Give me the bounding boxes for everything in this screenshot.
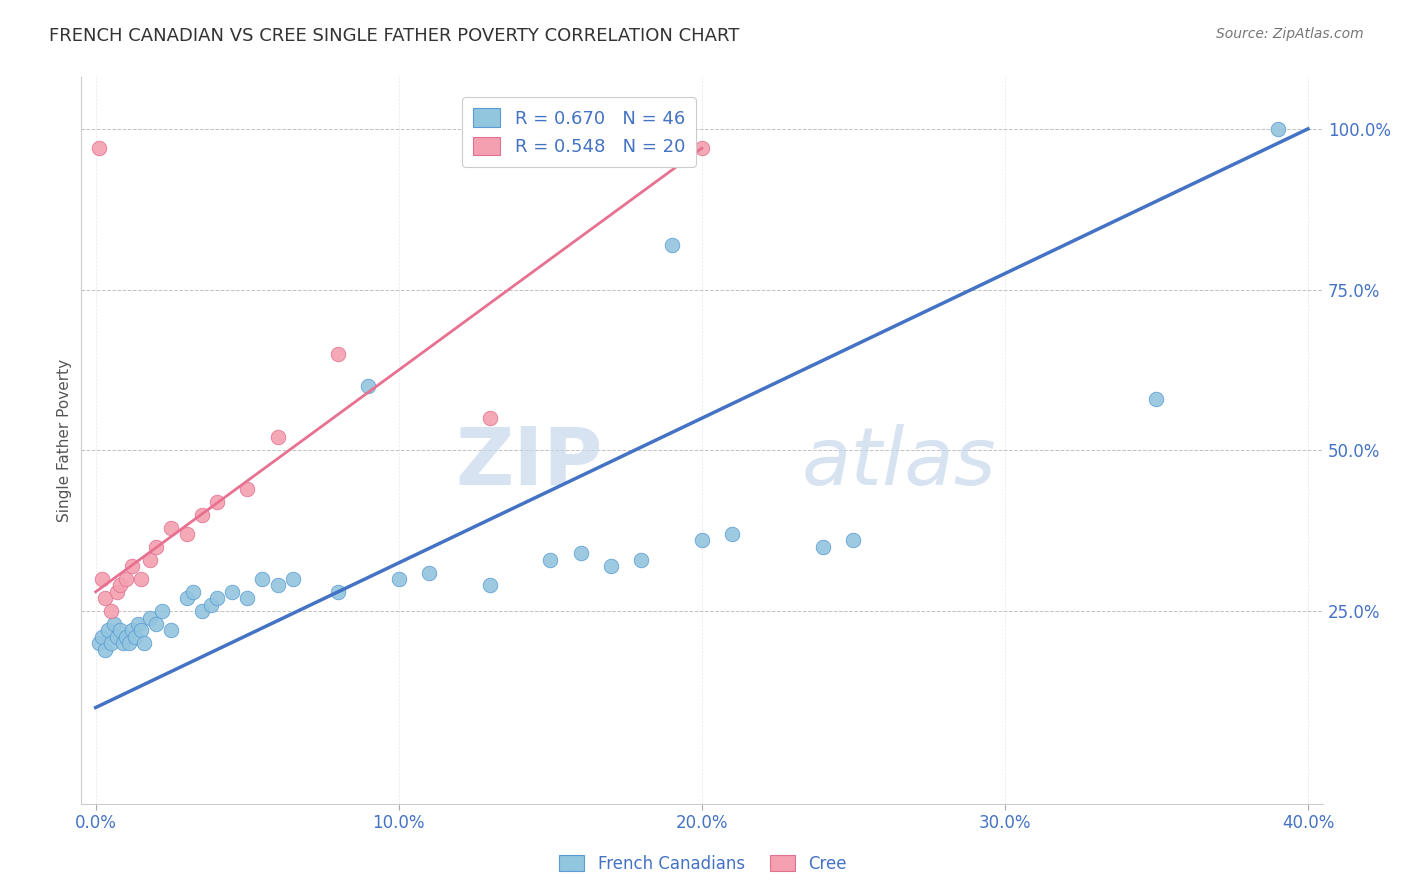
Legend: R = 0.670   N = 46, R = 0.548   N = 20: R = 0.670 N = 46, R = 0.548 N = 20 bbox=[463, 97, 696, 167]
Legend: French Canadians, Cree: French Canadians, Cree bbox=[553, 848, 853, 880]
Point bbox=[115, 630, 138, 644]
Point bbox=[721, 527, 744, 541]
Point bbox=[100, 636, 122, 650]
Point bbox=[266, 430, 288, 444]
Point bbox=[200, 598, 222, 612]
Point bbox=[87, 141, 110, 155]
Point bbox=[176, 527, 198, 541]
Point bbox=[478, 411, 501, 425]
Point bbox=[357, 379, 380, 393]
Point bbox=[266, 578, 288, 592]
Point bbox=[842, 533, 865, 548]
Point bbox=[118, 636, 141, 650]
Point bbox=[90, 572, 112, 586]
Point bbox=[129, 624, 152, 638]
Point bbox=[111, 636, 134, 650]
Point bbox=[690, 533, 713, 548]
Point bbox=[94, 642, 117, 657]
Point bbox=[811, 540, 834, 554]
Point bbox=[205, 591, 228, 606]
Point bbox=[190, 508, 212, 522]
Point bbox=[630, 552, 652, 566]
Point bbox=[108, 578, 131, 592]
Point bbox=[478, 578, 501, 592]
Point bbox=[569, 546, 592, 560]
Point bbox=[190, 604, 212, 618]
Point bbox=[418, 566, 440, 580]
Point bbox=[388, 572, 411, 586]
Point bbox=[115, 572, 138, 586]
Point bbox=[103, 617, 125, 632]
Text: Source: ZipAtlas.com: Source: ZipAtlas.com bbox=[1216, 27, 1364, 41]
Point bbox=[690, 141, 713, 155]
Point bbox=[176, 591, 198, 606]
Point bbox=[326, 584, 349, 599]
Point bbox=[661, 237, 683, 252]
Point bbox=[1267, 121, 1289, 136]
Point bbox=[205, 495, 228, 509]
Point bbox=[599, 559, 621, 574]
Y-axis label: Single Father Poverty: Single Father Poverty bbox=[58, 359, 72, 523]
Point bbox=[94, 591, 117, 606]
Text: ZIP: ZIP bbox=[456, 424, 602, 501]
Point bbox=[134, 636, 156, 650]
Point bbox=[252, 572, 274, 586]
Point bbox=[160, 624, 183, 638]
Point bbox=[221, 584, 243, 599]
Point bbox=[145, 617, 167, 632]
Point bbox=[121, 624, 143, 638]
Point bbox=[97, 624, 120, 638]
Point bbox=[121, 559, 143, 574]
Point bbox=[139, 610, 162, 624]
Point bbox=[145, 540, 167, 554]
Text: FRENCH CANADIAN VS CREE SINGLE FATHER POVERTY CORRELATION CHART: FRENCH CANADIAN VS CREE SINGLE FATHER PO… bbox=[49, 27, 740, 45]
Point bbox=[236, 482, 259, 496]
Point bbox=[326, 347, 349, 361]
Point bbox=[150, 604, 173, 618]
Text: atlas: atlas bbox=[801, 424, 995, 501]
Point bbox=[160, 520, 183, 534]
Point bbox=[90, 630, 112, 644]
Point bbox=[281, 572, 304, 586]
Point bbox=[236, 591, 259, 606]
Point bbox=[127, 617, 149, 632]
Point bbox=[100, 604, 122, 618]
Point bbox=[139, 552, 162, 566]
Point bbox=[181, 584, 204, 599]
Point bbox=[105, 584, 128, 599]
Point bbox=[538, 552, 561, 566]
Point bbox=[108, 624, 131, 638]
Point bbox=[1146, 392, 1168, 406]
Point bbox=[124, 630, 146, 644]
Point bbox=[87, 636, 110, 650]
Point bbox=[105, 630, 128, 644]
Point bbox=[129, 572, 152, 586]
